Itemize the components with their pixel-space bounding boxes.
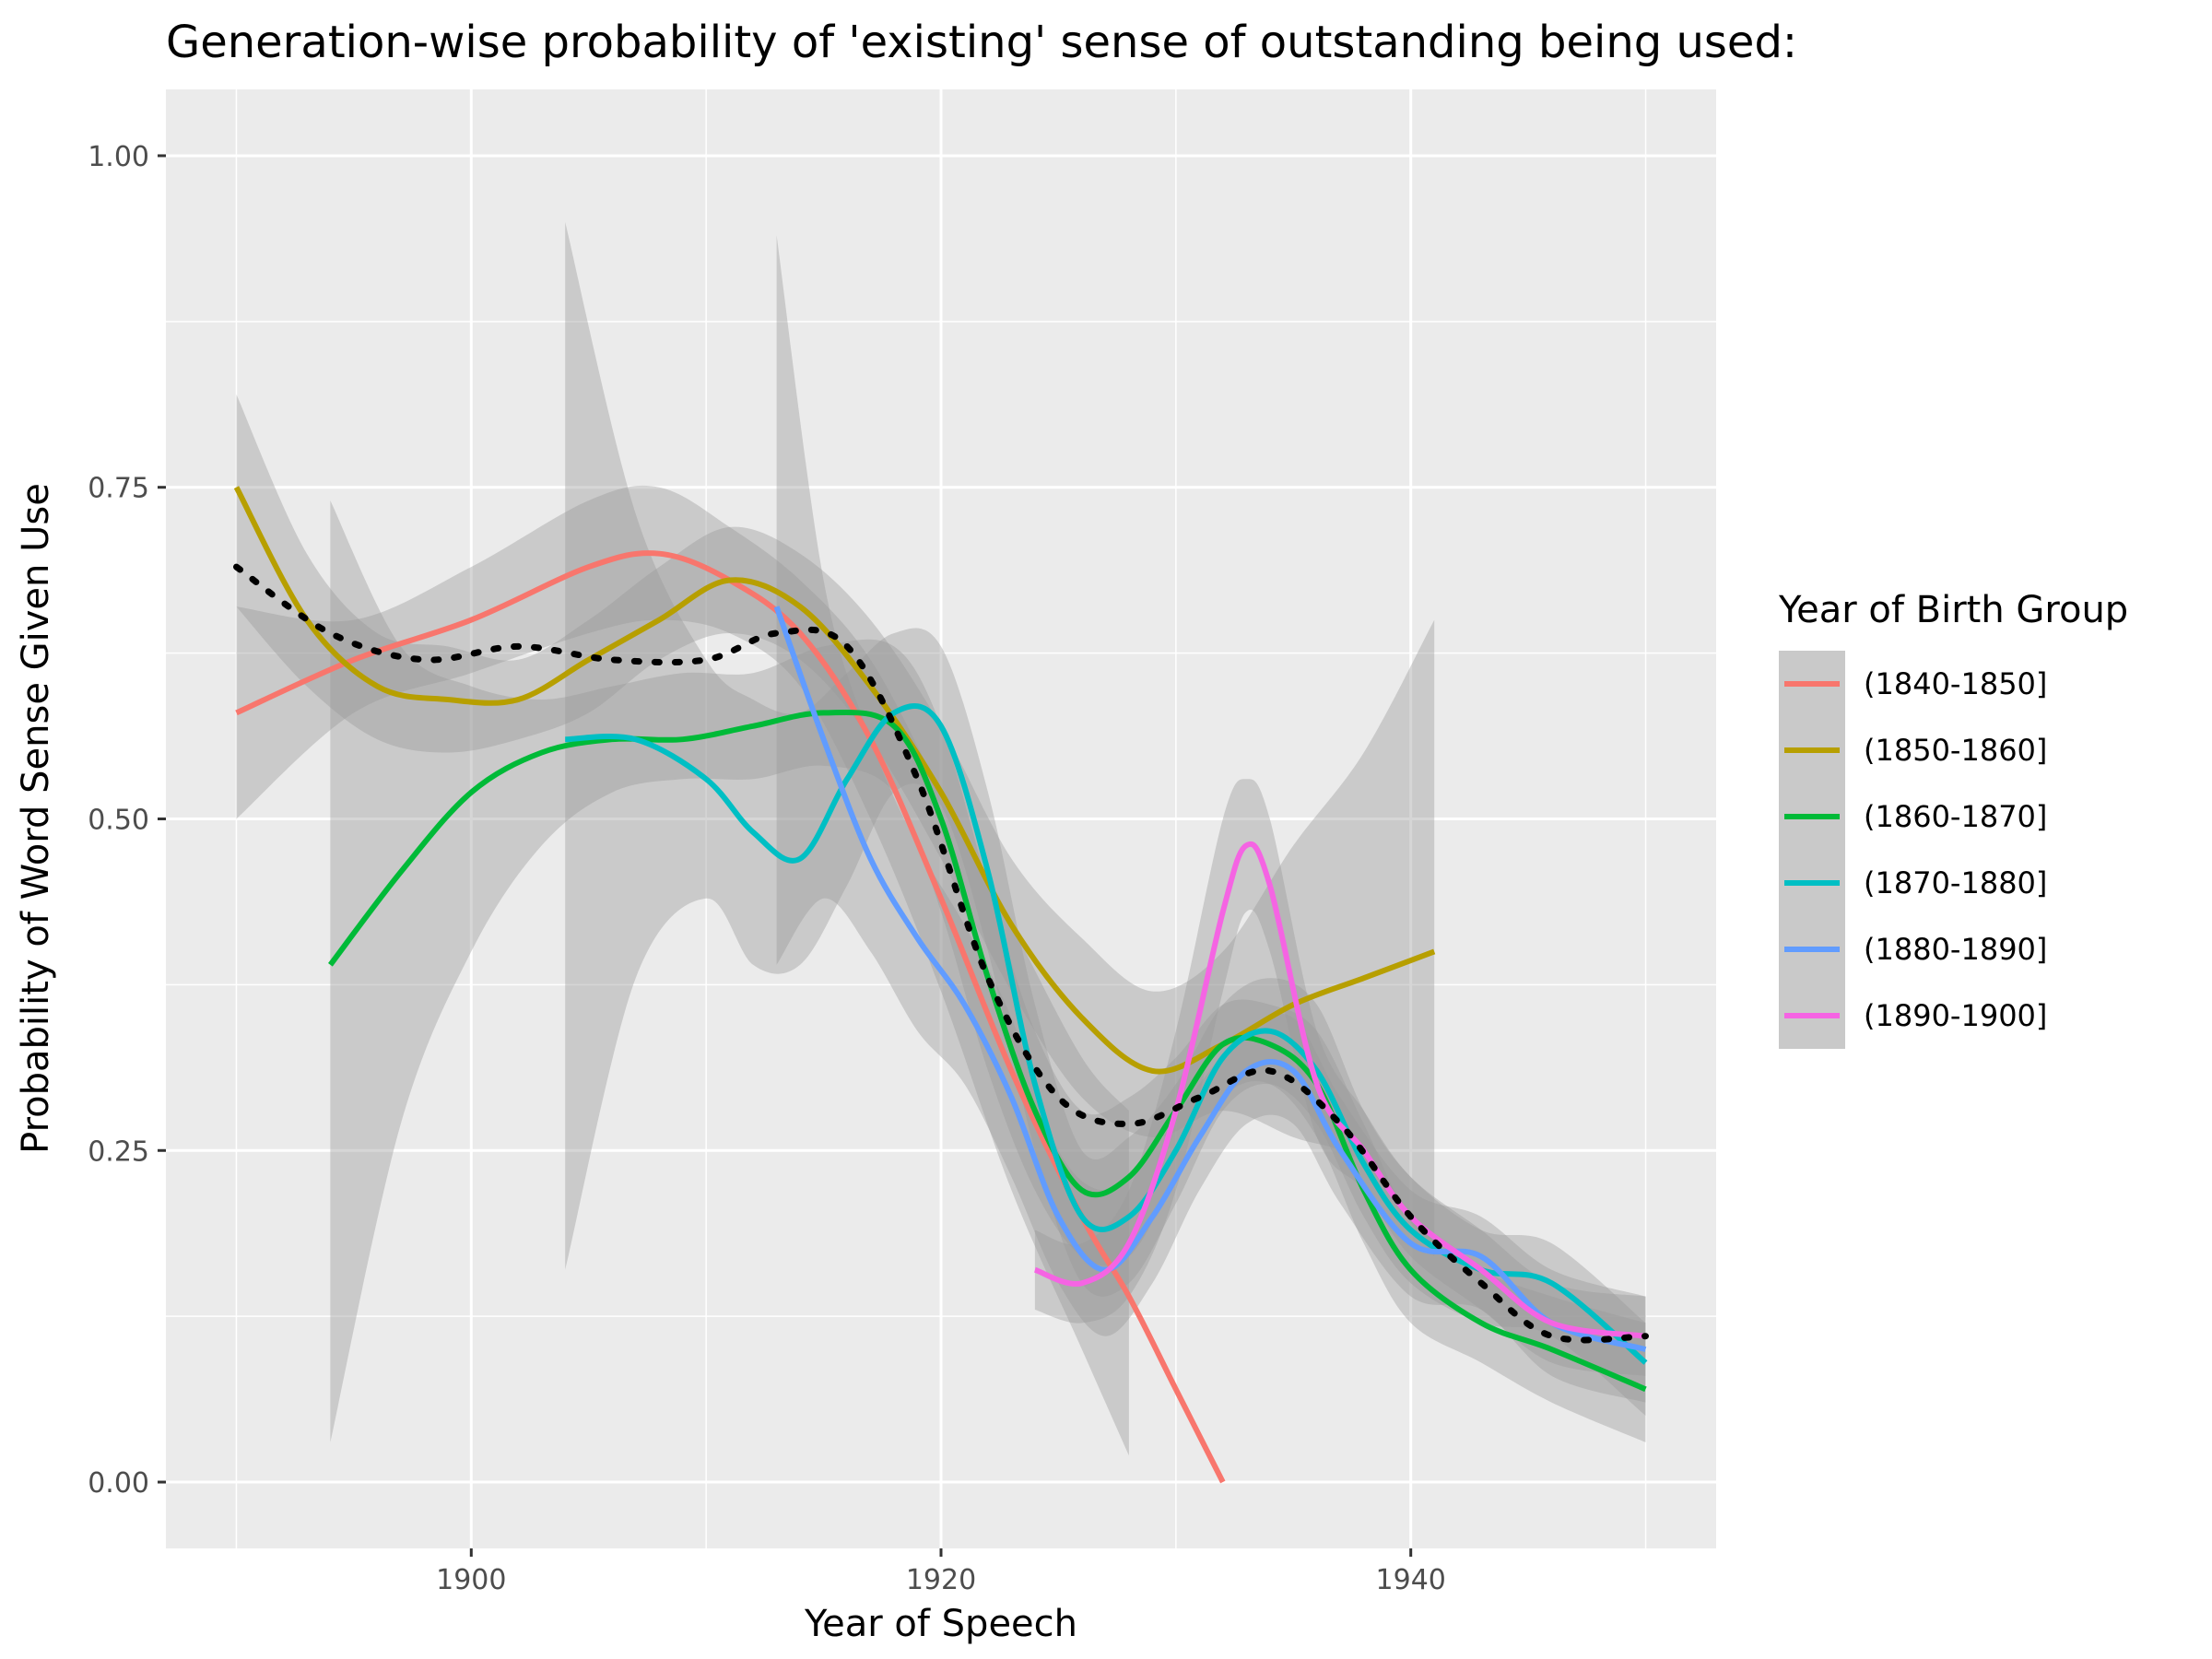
legend-label: (1880-1890] — [1864, 932, 2047, 967]
series-line — [328, 709, 1647, 1393]
y-tick-label: 0.50 — [88, 805, 149, 837]
y-tick-label: 0.75 — [88, 473, 149, 505]
series-line — [773, 606, 1647, 1352]
series-line — [1033, 841, 1646, 1339]
series-lines — [233, 486, 1649, 1484]
legend-label: (1870-1880] — [1864, 865, 2047, 900]
chart-title: Generation-wise probability of 'existing… — [166, 17, 1797, 68]
confidence-band — [565, 221, 1646, 1417]
legend-label: (1850-1860] — [1864, 733, 2047, 768]
legend: Year of Birth Group (1840-1850] (1850-186… — [1778, 589, 2128, 1049]
legend-label: (1860-1870] — [1864, 799, 2047, 834]
legend-key-background — [1779, 651, 1845, 1049]
series-line — [565, 702, 1648, 1365]
x-tick-label: 1940 — [1376, 1564, 1446, 1596]
legend-label: (1890-1900] — [1864, 998, 2047, 1033]
confidence-band — [776, 235, 1646, 1403]
y-tick-label: 0.00 — [88, 1467, 149, 1500]
y-tick-label: 1.00 — [88, 141, 149, 173]
y-axis-title: Probability of Word Sense Given Use — [15, 483, 57, 1154]
axes: 0.00 0.25 0.50 0.75 1.00 1900 1920 1940 — [88, 141, 1446, 1596]
y-tick-label: 0.25 — [88, 1135, 149, 1168]
confidence-band — [236, 485, 1129, 1456]
x-tick-label: 1920 — [906, 1564, 976, 1596]
overall-trend-line — [233, 563, 1649, 1344]
legend-label: (1840-1850] — [1864, 666, 2047, 701]
series-line — [235, 550, 1226, 1484]
x-axis-title: Year of Speech — [804, 1603, 1077, 1645]
x-tick-label: 1900 — [436, 1564, 506, 1596]
confidence-band — [1034, 779, 1646, 1376]
legend-title: Year of Birth Group — [1778, 589, 2128, 631]
confidence-band — [236, 394, 1435, 1257]
